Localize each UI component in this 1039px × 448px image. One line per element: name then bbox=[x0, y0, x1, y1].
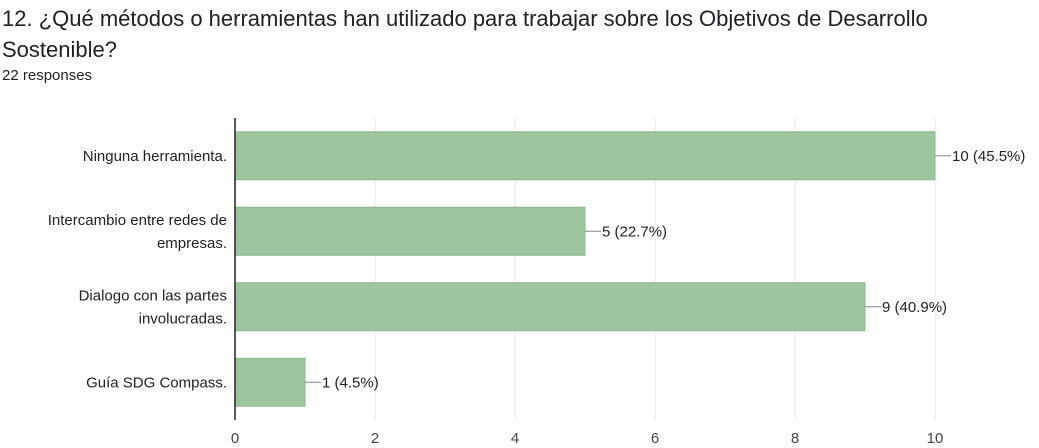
category-label-1-0: Intercambio entre redes de bbox=[48, 212, 227, 229]
bars bbox=[234, 131, 951, 407]
category-label-2-1: involucradas. bbox=[139, 310, 227, 327]
x-tick-label-8: 8 bbox=[791, 430, 799, 447]
x-tick-label-6: 6 bbox=[651, 430, 659, 447]
labels: 0 2 4 6 8 10 10 (45.5%) Ninguna herramienta. 5 (… bbox=[48, 148, 1026, 447]
x-tick-label-4: 4 bbox=[511, 430, 519, 447]
question-title: 12. ¿Qué métodos o herramientas han util… bbox=[2, 6, 928, 62]
bar-2 bbox=[234, 282, 866, 332]
value-label-2: 9 (40.9%) bbox=[882, 299, 947, 316]
value-label-3: 1 (4.5%) bbox=[322, 374, 379, 391]
category-label-0-0: Ninguna herramienta. bbox=[83, 148, 227, 165]
bar-1 bbox=[234, 206, 586, 256]
response-count: 22 responses bbox=[2, 67, 93, 84]
category-label-2-0: Dialogo con las partes bbox=[79, 287, 227, 304]
value-label-0: 10 (45.5%) bbox=[952, 148, 1025, 165]
value-label-1: 5 (22.7%) bbox=[602, 223, 667, 240]
category-label-3-0: Guía SDG Compass. bbox=[86, 374, 227, 391]
x-tick-label-10: 10 bbox=[927, 430, 944, 447]
bar-0 bbox=[234, 131, 936, 181]
x-tick-label-0: 0 bbox=[231, 430, 239, 447]
x-tick-label-2: 2 bbox=[371, 430, 379, 447]
bar-3 bbox=[234, 357, 306, 407]
category-label-1-1: empresas. bbox=[157, 235, 227, 252]
